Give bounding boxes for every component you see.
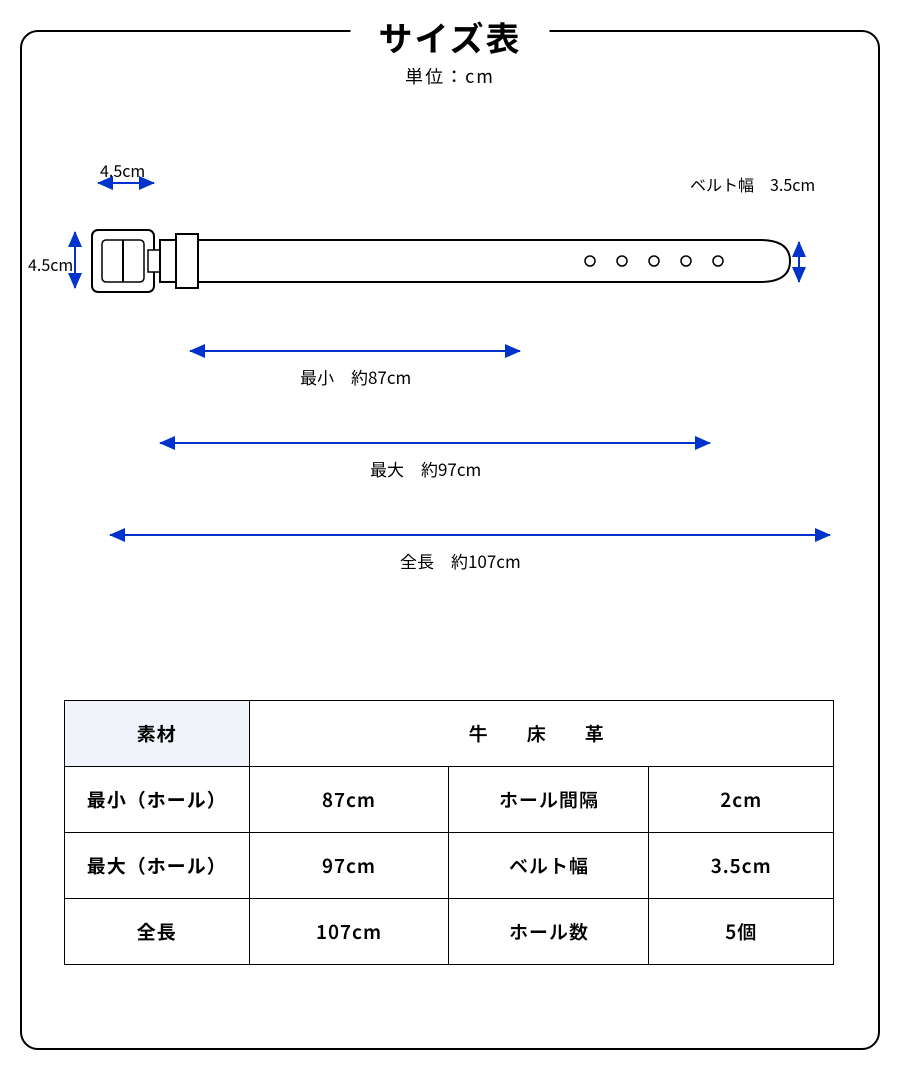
table-hole-gap-value: 2cm	[649, 767, 834, 833]
table-max-label: 最大（ホール）	[65, 833, 250, 899]
table-hole-count-label: ホール数	[449, 899, 649, 965]
total-length-label: 全長 約107cm	[400, 548, 521, 573]
table-belt-width-label: ベルト幅	[449, 833, 649, 899]
buckle-height-arrow	[74, 232, 76, 288]
table-hole-gap-label: ホール間隔	[449, 767, 649, 833]
min-length-arrow	[190, 350, 520, 352]
table-belt-width-value: 3.5cm	[649, 833, 834, 899]
table-hole-count-value: 5個	[649, 899, 834, 965]
total-length-arrow	[110, 534, 830, 536]
buckle-width-arrow	[98, 182, 154, 184]
belt-width-arrow	[798, 242, 800, 282]
max-length-label: 最大 約97cm	[370, 456, 481, 481]
table-max-value: 97cm	[249, 833, 449, 899]
title-block: サイズ表 単位：cm	[351, 12, 550, 89]
buckle-height-label: 4.5cm	[28, 252, 73, 276]
belt-width-label: ベルト幅 3.5cm	[690, 172, 815, 196]
table-min-value: 87cm	[249, 767, 449, 833]
buckle-width-label: 4.5cm	[100, 158, 145, 182]
table-total-value: 107cm	[249, 899, 449, 965]
min-length-label: 最小 約87cm	[300, 364, 411, 389]
belt-diagram: 4.5cm 4.5cm ベルト幅 3.5cm 最小 約87cm 最大 約97cm…	[50, 160, 830, 620]
size-table: 素材 牛 床 革 最小（ホール） 87cm ホール間隔 2cm 最大（ホール） …	[64, 700, 834, 965]
max-length-arrow	[160, 442, 710, 444]
table-min-label: 最小（ホール）	[65, 767, 250, 833]
table-material-label: 素材	[65, 701, 250, 767]
table-material-value: 牛 床 革	[249, 701, 833, 767]
belt-illustration	[50, 190, 830, 330]
table-total-label: 全長	[65, 899, 250, 965]
page-title: サイズ表	[379, 12, 522, 61]
page-subtitle: 単位：cm	[379, 63, 522, 89]
